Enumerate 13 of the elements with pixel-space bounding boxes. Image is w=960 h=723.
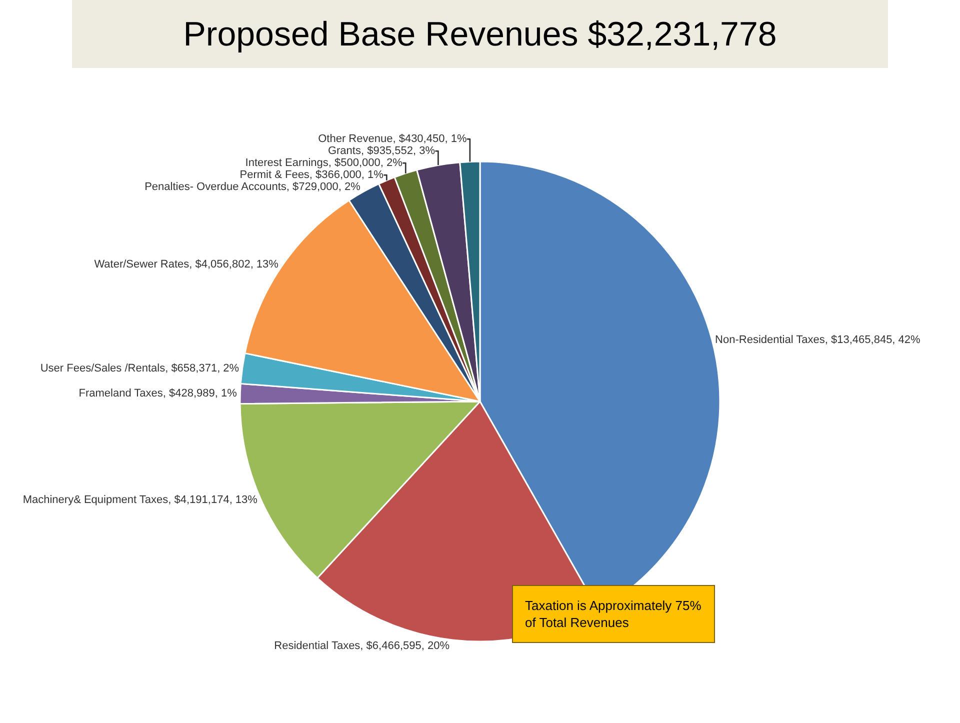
slice-label: Residential Taxes, $6,466,595, 20% xyxy=(274,640,450,652)
text: Taxation is Approximately 75% of Total Revenues xyxy=(525,598,702,630)
slice-label: Other Revenue, $430,450, 1% xyxy=(318,133,467,146)
slice-label: Frameland Taxes, $428,989, 1% xyxy=(78,388,238,400)
slice-label: Non-Residential Taxes, $13,465,845, 42% xyxy=(715,334,921,346)
slice-label: Interest Earnings, $500,000, 2% xyxy=(245,157,403,170)
slice-label: User Fees/Sales /Rentals, $658,371, 2% xyxy=(40,362,240,374)
chart-title: Proposed Base Revenues $32,231,778 xyxy=(183,15,777,54)
slice-label: Penalties- Overdue Accounts, $729,000, 2% xyxy=(144,181,361,194)
slice-label: Machinery& Equipment Taxes, $4,191,174, 13% xyxy=(22,494,258,506)
slice-label: Grants, $935,552, 3% xyxy=(328,145,436,158)
slice-label: Permit & Fees, $366,000, 1% xyxy=(240,169,384,182)
slice-label: Water/Sewer Rates, $4,056,802, 13% xyxy=(94,258,279,270)
